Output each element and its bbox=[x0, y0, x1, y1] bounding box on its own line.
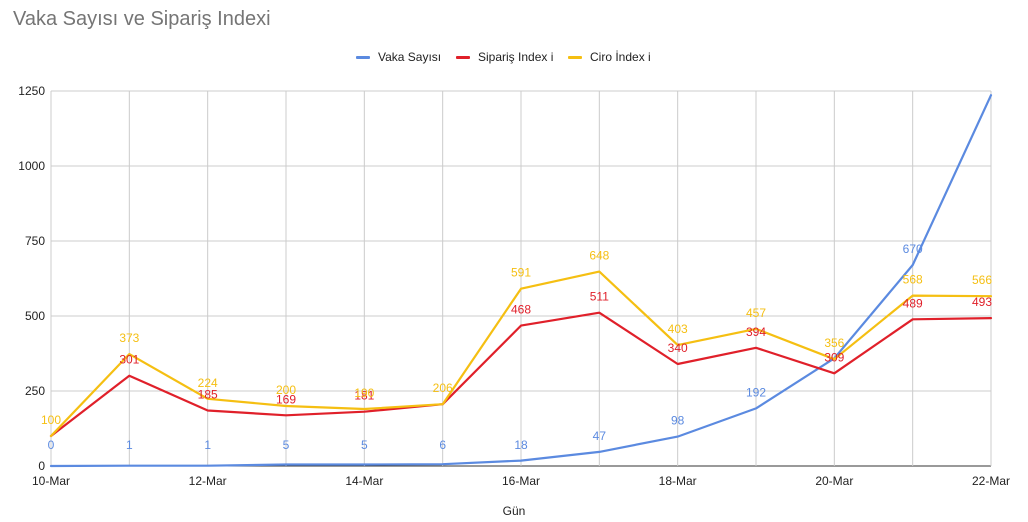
series-line-1 bbox=[49, 311, 993, 438]
data-label-0: 5 bbox=[361, 438, 368, 452]
x-tick-label: 14-Mar bbox=[345, 474, 383, 488]
data-label-0: 1 bbox=[204, 438, 211, 452]
legend-label: Sipariş Index i bbox=[478, 50, 554, 64]
x-tick-label: 12-Mar bbox=[189, 474, 227, 488]
y-tick-label: 0 bbox=[38, 459, 45, 473]
data-label-0: 98 bbox=[671, 414, 685, 428]
data-label-0: 6 bbox=[439, 438, 446, 452]
data-label-2: 648 bbox=[589, 249, 609, 263]
legend-swatch bbox=[456, 55, 470, 59]
chart-title: Vaka Sayısı ve Sipariş Indexi bbox=[13, 8, 271, 30]
legend-item: Vaka Sayısı bbox=[356, 50, 441, 64]
data-label-0: 192 bbox=[746, 385, 766, 399]
data-label-2: 190 bbox=[354, 386, 374, 400]
y-tick-label: 750 bbox=[25, 234, 45, 248]
x-tick-label: 16-Mar bbox=[502, 474, 540, 488]
y-tick-label: 1000 bbox=[18, 159, 45, 173]
data-label-2: 206 bbox=[433, 381, 453, 395]
data-label-1: 309 bbox=[824, 350, 844, 364]
legend-label: Vaka Sayısı bbox=[378, 50, 442, 64]
data-label-1: 169 bbox=[276, 392, 296, 406]
y-tick-label: 250 bbox=[25, 384, 45, 398]
legend-item: Sipariş Index i bbox=[456, 50, 553, 64]
data-label-1: 301 bbox=[119, 353, 139, 367]
data-label-2: 566 bbox=[972, 273, 992, 287]
data-label-0: 18 bbox=[514, 438, 528, 452]
legend-swatch bbox=[356, 55, 370, 59]
y-tick-label: 1250 bbox=[18, 84, 45, 98]
data-label-2: 568 bbox=[903, 273, 923, 287]
data-label-0: 1 bbox=[126, 438, 133, 452]
data-label-2: 457 bbox=[746, 306, 766, 320]
legend: Vaka Sayısı Sipariş Index i Ciro İndex i bbox=[0, 50, 1028, 68]
data-label-1: 489 bbox=[903, 296, 923, 310]
data-label-2: 100 bbox=[41, 413, 61, 427]
data-label-0: 0 bbox=[48, 438, 55, 452]
data-label-2: 373 bbox=[119, 331, 139, 345]
data-label-1: 468 bbox=[511, 303, 531, 317]
data-label-2: 403 bbox=[668, 322, 688, 336]
data-label-2: 200 bbox=[276, 383, 296, 397]
y-tick-label: 500 bbox=[25, 309, 45, 323]
data-label-0: 47 bbox=[593, 429, 607, 443]
data-label-2: 356 bbox=[824, 336, 844, 350]
x-tick-label: 10-Mar bbox=[32, 474, 70, 488]
legend-item: Ciro İndex i bbox=[568, 50, 651, 64]
x-tick-label: 20-Mar bbox=[815, 474, 853, 488]
data-label-1: 394 bbox=[746, 325, 766, 339]
data-label-0: 670 bbox=[903, 242, 923, 256]
data-label-1: 511 bbox=[590, 290, 609, 304]
data-label-1: 181 bbox=[354, 389, 374, 403]
x-tick-label: 22-Mar bbox=[972, 474, 1010, 488]
data-label-1: 185 bbox=[198, 388, 218, 402]
data-label-0: 5 bbox=[283, 438, 290, 452]
x-axis-title: Gün bbox=[502, 504, 526, 518]
data-label-1: 493 bbox=[972, 295, 992, 309]
x-tick-label: 18-Mar bbox=[659, 474, 697, 488]
series-line-2 bbox=[49, 270, 993, 438]
data-label-2: 591 bbox=[511, 266, 531, 280]
legend-label: Ciro İndex i bbox=[590, 50, 651, 64]
data-label-2: 224 bbox=[198, 376, 218, 390]
legend-swatch bbox=[568, 55, 582, 59]
data-label-1: 340 bbox=[668, 341, 688, 355]
